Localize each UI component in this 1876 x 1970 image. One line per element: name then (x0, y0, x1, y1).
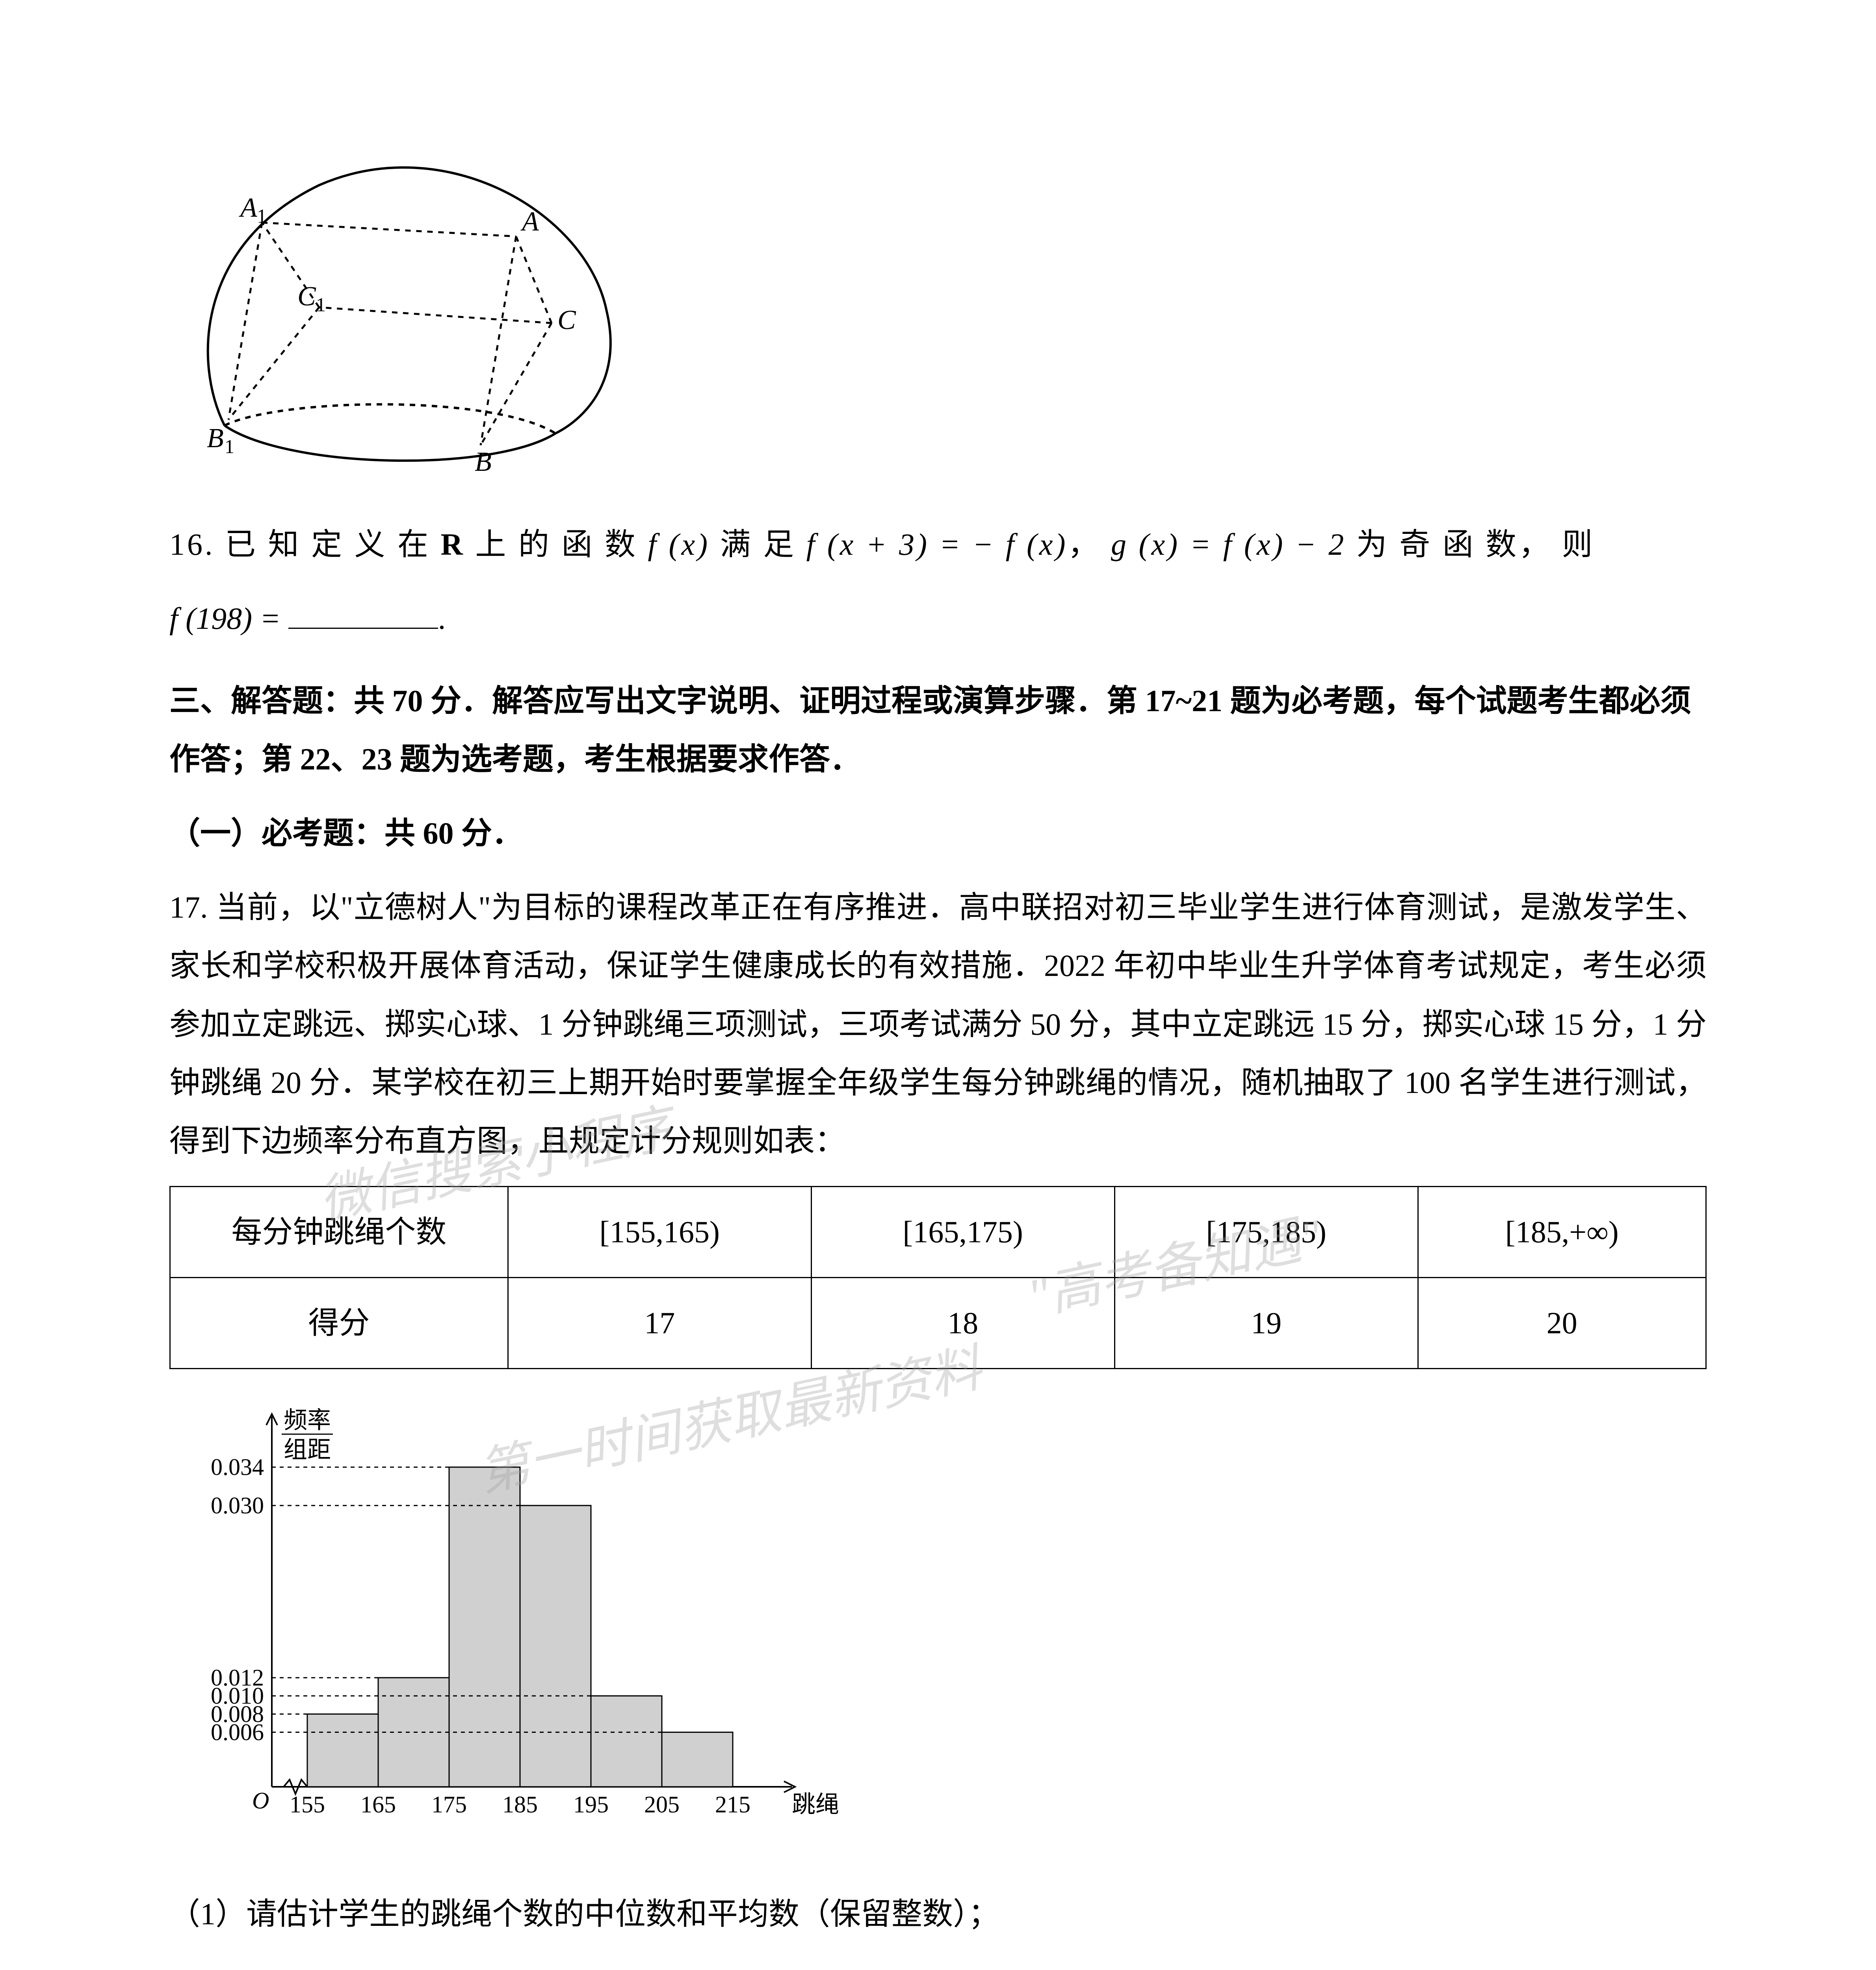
table-col-3: [185,+∞) (1418, 1187, 1706, 1278)
table-score-label: 得分 (170, 1278, 508, 1369)
q17-number: 17. (169, 890, 208, 924)
table-score-2: 19 (1114, 1278, 1418, 1369)
q17-body: 17. 当前，以"立德树人"为目标的课程改革正在有序推进．高中联招对初三毕业学生… (169, 878, 1707, 1170)
label-A: A (520, 206, 539, 237)
label-A1: A (239, 193, 257, 223)
svg-text:跳绳个数: 跳绳个数 (792, 1792, 839, 1818)
table-col-0: [155,165) (508, 1187, 811, 1278)
svg-text:175: 175 (431, 1792, 467, 1818)
table-row: 每分钟跳绳个数 [155,165) [165,175) [175,185) [1… (170, 1187, 1706, 1278)
q16-number: 16. (169, 527, 215, 561)
table-col-1: [165,175) (811, 1187, 1114, 1278)
svg-text:0.012: 0.012 (211, 1665, 264, 1691)
svg-text:165: 165 (360, 1792, 396, 1818)
svg-text:O: O (252, 1788, 269, 1814)
q17-sub2: （2）若从跳绳个数在[155,165)、[165,175)两组中按分层抽样的方法… (169, 1959, 1707, 1970)
table-score-0: 17 (508, 1278, 811, 1369)
svg-text:195: 195 (573, 1792, 609, 1818)
svg-text:155: 155 (290, 1792, 325, 1818)
svg-text:组距: 组距 (284, 1437, 331, 1463)
label-B: B (475, 447, 492, 473)
svg-text:0.034: 0.034 (211, 1454, 264, 1480)
section3-title: 三、解答题：共 70 分．解答应写出文字说明、证明过程或演算步骤．第 17~21… (169, 672, 1707, 788)
q17-scoring-table: 每分钟跳绳个数 [155,165) [165,175) [175,185) [1… (169, 1186, 1707, 1369)
svg-text:215: 215 (715, 1792, 750, 1818)
svg-text:1: 1 (225, 435, 234, 457)
table-col-2: [175,185) (1114, 1187, 1418, 1278)
svg-text:1: 1 (257, 205, 267, 227)
label-C1: C (297, 281, 316, 312)
table-score-1: 18 (811, 1278, 1114, 1369)
svg-text:205: 205 (644, 1792, 680, 1818)
svg-text:频率: 频率 (284, 1407, 331, 1433)
label-B1: B (207, 423, 224, 453)
q16-blank (288, 621, 438, 629)
section3-sub: （一）必考题：共 60 分． (169, 804, 1707, 862)
label-C: C (557, 305, 576, 335)
q16: 16. 已 知 定 义 在 R 上 的 函 数 f (x) 满 足 f (x +… (169, 515, 1707, 574)
svg-text:0.030: 0.030 (211, 1493, 264, 1519)
q17-histogram: 频率组距0.0060.0080.0100.0120.0300.034155165… (169, 1401, 839, 1842)
q16-line2: f (198) = . (169, 589, 1707, 648)
q17-sub1: （1）请估计学生的跳绳个数的中位数和平均数（保留整数）； (169, 1885, 1707, 1943)
svg-text:185: 185 (502, 1792, 538, 1818)
table-header-label: 每分钟跳绳个数 (170, 1187, 508, 1278)
svg-text:1: 1 (316, 294, 326, 316)
table-score-3: 20 (1418, 1278, 1706, 1369)
q15-geometry-figure: A1 A C1 C B1 B (169, 142, 642, 473)
table-row: 得分 17 18 19 20 (170, 1278, 1706, 1369)
